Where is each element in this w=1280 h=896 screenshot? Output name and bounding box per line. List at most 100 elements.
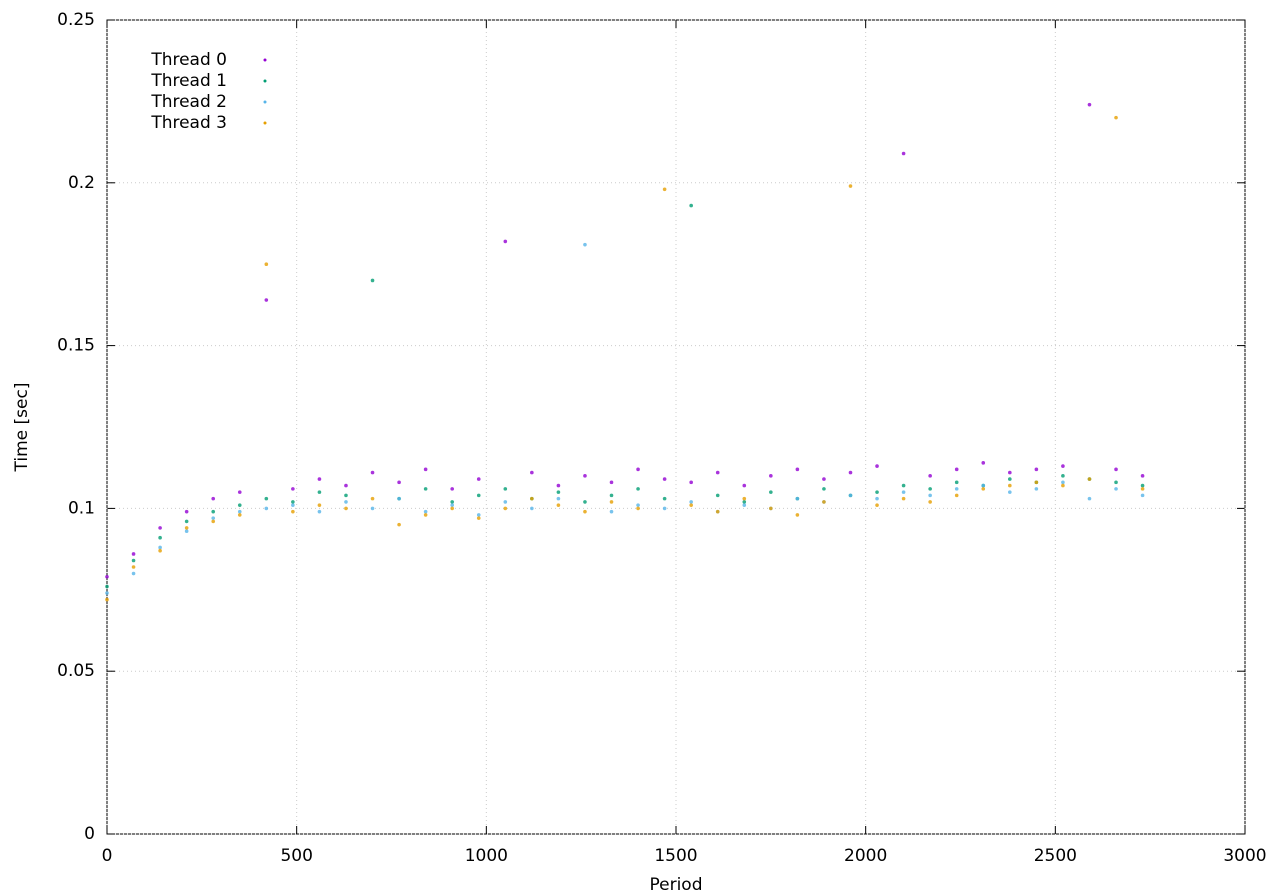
data-point bbox=[848, 470, 853, 475]
data-point bbox=[211, 516, 216, 520]
data-point bbox=[1140, 487, 1145, 491]
data-point bbox=[264, 506, 269, 511]
data-point bbox=[1008, 477, 1012, 481]
data-point bbox=[450, 506, 454, 511]
data-point bbox=[636, 503, 640, 507]
data-point bbox=[237, 509, 242, 514]
legend-label: Thread 1 bbox=[150, 71, 227, 91]
data-point bbox=[105, 597, 109, 602]
legend-marker bbox=[263, 100, 267, 104]
data-point bbox=[981, 483, 986, 488]
data-point bbox=[769, 474, 773, 478]
data-point bbox=[317, 477, 322, 481]
data-point bbox=[662, 477, 667, 481]
x-tick-label: 3000 bbox=[1223, 846, 1266, 866]
data-point bbox=[344, 500, 348, 504]
data-point bbox=[211, 519, 216, 524]
data-point bbox=[423, 509, 428, 514]
legend-marker bbox=[263, 58, 267, 62]
data-point bbox=[928, 493, 932, 498]
data-point bbox=[1034, 487, 1039, 491]
data-point bbox=[556, 496, 561, 501]
data-point bbox=[981, 487, 986, 491]
data-point bbox=[184, 526, 189, 530]
data-point bbox=[1008, 483, 1012, 488]
data-point bbox=[476, 513, 481, 517]
data-point bbox=[875, 503, 879, 507]
data-point bbox=[795, 467, 800, 472]
data-point bbox=[689, 500, 693, 504]
y-tick-label: 0 bbox=[84, 824, 95, 844]
data-point bbox=[503, 487, 508, 491]
data-point bbox=[1140, 493, 1145, 498]
data-point bbox=[901, 483, 906, 488]
data-point bbox=[689, 503, 693, 507]
data-point bbox=[503, 239, 508, 244]
legend-label: Thread 0 bbox=[150, 50, 227, 70]
data-point bbox=[184, 529, 189, 533]
data-point bbox=[556, 483, 561, 488]
data-point bbox=[131, 558, 136, 563]
data-point bbox=[158, 545, 162, 550]
data-point bbox=[662, 506, 667, 511]
data-point bbox=[715, 509, 720, 514]
data-point bbox=[291, 503, 295, 507]
data-point bbox=[609, 509, 614, 514]
data-point bbox=[556, 503, 561, 507]
data-point bbox=[769, 506, 773, 511]
data-point bbox=[105, 574, 109, 579]
data-point bbox=[530, 506, 534, 511]
data-point bbox=[742, 503, 747, 507]
data-point bbox=[1140, 483, 1145, 488]
data-point bbox=[476, 516, 481, 520]
data-point bbox=[264, 496, 269, 501]
plot-frame bbox=[106, 19, 1246, 835]
data-point bbox=[901, 151, 906, 156]
data-point bbox=[609, 493, 614, 498]
data-point bbox=[370, 278, 375, 283]
data-point bbox=[928, 500, 932, 504]
data-point bbox=[875, 496, 879, 501]
data-point bbox=[237, 503, 242, 507]
data-point bbox=[954, 493, 959, 498]
data-point bbox=[476, 477, 481, 481]
data-point bbox=[742, 483, 747, 488]
data-point bbox=[848, 493, 853, 498]
data-point bbox=[822, 500, 826, 504]
data-point bbox=[583, 509, 587, 514]
data-point bbox=[264, 298, 269, 302]
data-point bbox=[423, 513, 428, 517]
data-point bbox=[901, 490, 906, 494]
data-point bbox=[1114, 467, 1118, 472]
data-point bbox=[131, 565, 136, 569]
data-point bbox=[769, 490, 773, 494]
data-point bbox=[450, 500, 454, 504]
data-point bbox=[848, 184, 853, 188]
data-point bbox=[397, 480, 401, 485]
data-point bbox=[636, 467, 640, 472]
data-point bbox=[105, 591, 109, 595]
data-point bbox=[450, 503, 454, 507]
data-point bbox=[317, 490, 322, 494]
data-point bbox=[370, 506, 375, 511]
data-point bbox=[317, 503, 322, 507]
data-point bbox=[1061, 483, 1065, 488]
data-point bbox=[583, 474, 587, 478]
data-point bbox=[583, 242, 587, 247]
data-point bbox=[795, 496, 800, 501]
data-point bbox=[423, 487, 428, 491]
data-point bbox=[662, 187, 667, 192]
data-point bbox=[822, 477, 826, 481]
legend-marker bbox=[263, 79, 267, 83]
data-point bbox=[211, 509, 216, 514]
x-tick-label: 1000 bbox=[465, 846, 508, 866]
data-point bbox=[291, 500, 295, 504]
data-point bbox=[822, 487, 826, 491]
data-point bbox=[184, 509, 189, 514]
data-point bbox=[1008, 490, 1012, 494]
data-point bbox=[1114, 480, 1118, 485]
data-point bbox=[1114, 115, 1118, 120]
data-point bbox=[1061, 474, 1065, 478]
data-point bbox=[237, 490, 242, 494]
x-tick-label: 0 bbox=[102, 846, 113, 866]
